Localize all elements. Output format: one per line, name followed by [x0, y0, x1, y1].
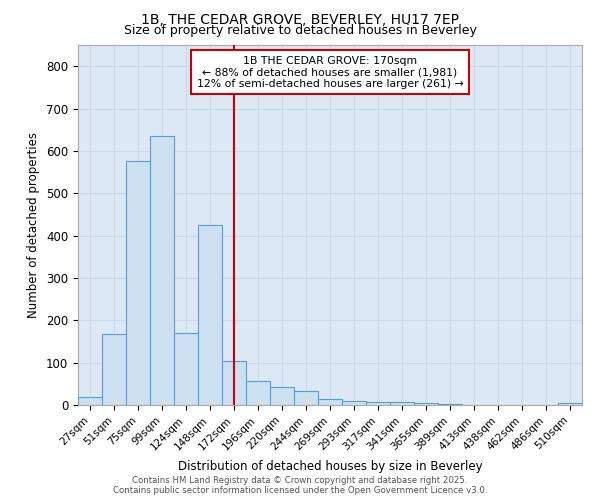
- Text: Size of property relative to detached houses in Beverley: Size of property relative to detached ho…: [124, 24, 476, 37]
- Bar: [246, 381, 270, 405]
- Bar: [390, 402, 414, 405]
- Bar: [294, 391, 318, 405]
- Bar: [558, 403, 582, 405]
- Bar: [366, 402, 390, 405]
- Bar: [222, 360, 246, 405]
- Text: Contains HM Land Registry data © Crown copyright and database right 2025.
Contai: Contains HM Land Registry data © Crown c…: [113, 476, 487, 495]
- Y-axis label: Number of detached properties: Number of detached properties: [28, 132, 40, 318]
- Bar: [78, 398, 102, 405]
- Bar: [150, 136, 174, 405]
- Bar: [174, 333, 198, 405]
- Bar: [126, 162, 150, 405]
- Bar: [102, 334, 126, 405]
- Bar: [270, 387, 294, 405]
- Text: 1B THE CEDAR GROVE: 170sqm
← 88% of detached houses are smaller (1,981)
12% of s: 1B THE CEDAR GROVE: 170sqm ← 88% of deta…: [197, 56, 463, 89]
- X-axis label: Distribution of detached houses by size in Beverley: Distribution of detached houses by size …: [178, 460, 482, 473]
- Bar: [414, 404, 438, 405]
- Bar: [198, 225, 222, 405]
- Bar: [438, 404, 462, 405]
- Bar: [318, 398, 342, 405]
- Bar: [342, 401, 366, 405]
- Text: 1B, THE CEDAR GROVE, BEVERLEY, HU17 7EP: 1B, THE CEDAR GROVE, BEVERLEY, HU17 7EP: [141, 12, 459, 26]
